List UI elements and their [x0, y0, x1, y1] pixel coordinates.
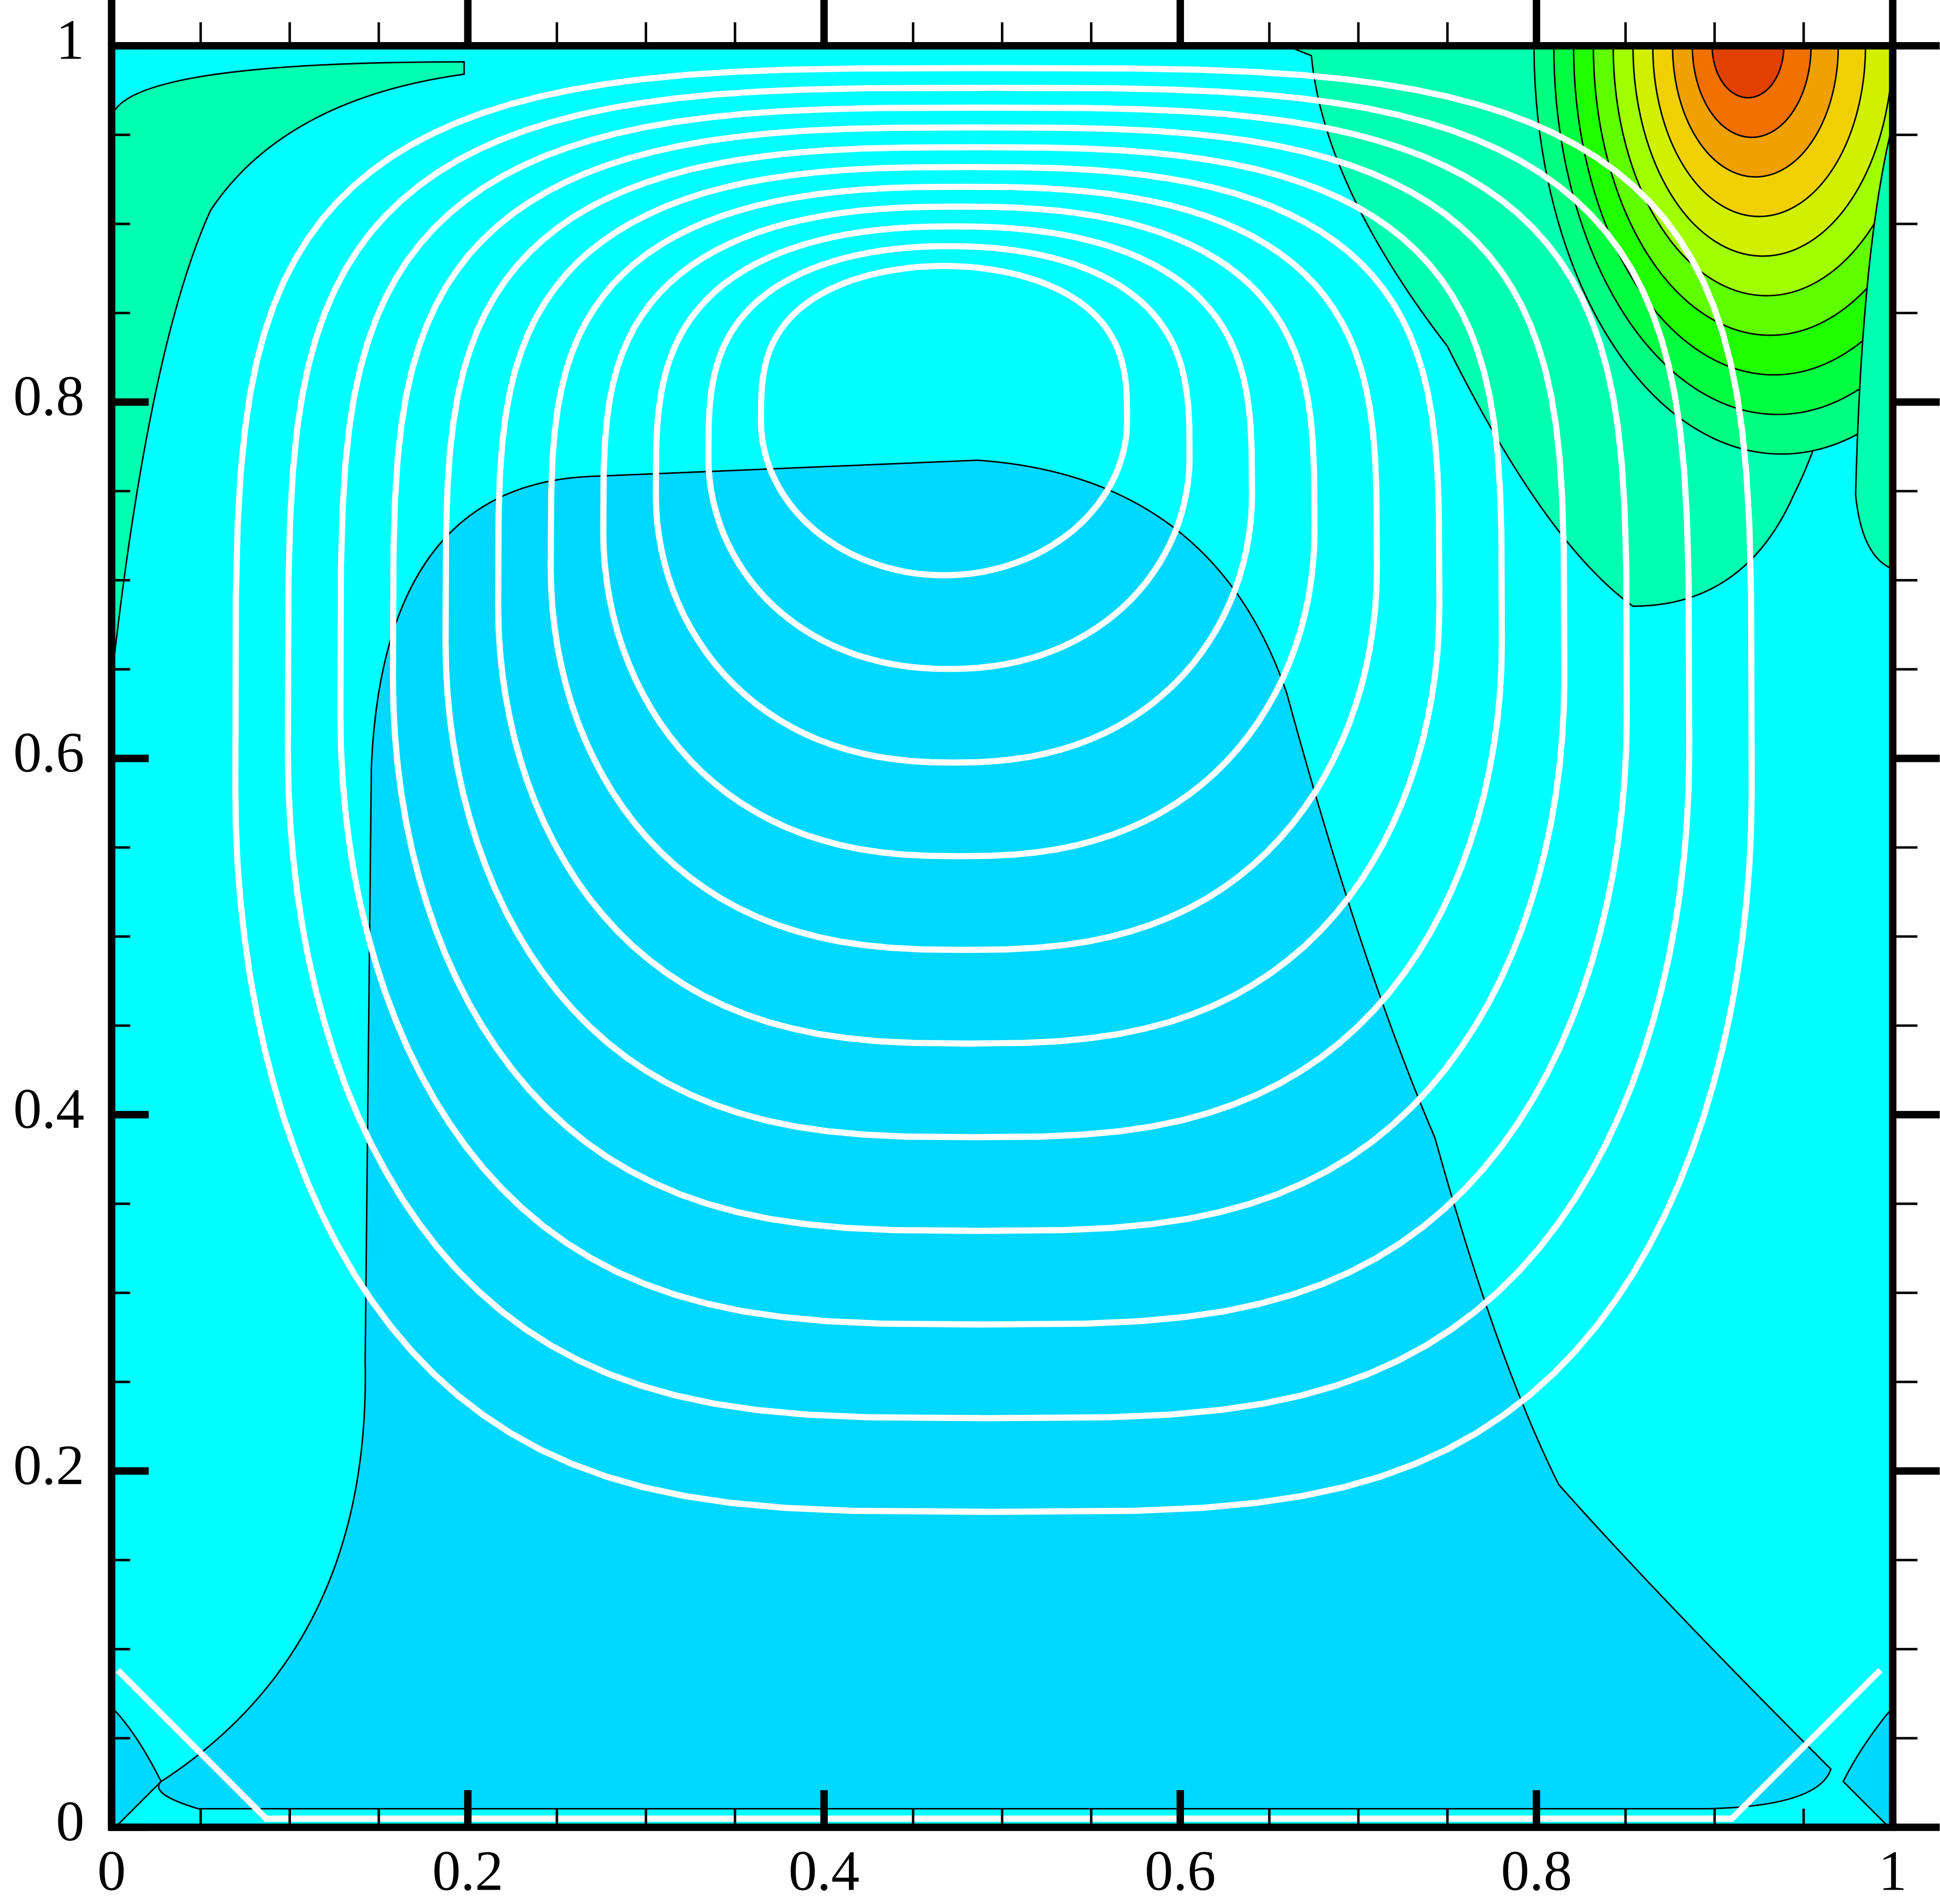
contour-field: [111, 46, 1893, 1828]
streamline: [337, 104, 1630, 1328]
streamline: [758, 263, 1131, 579]
streamline: [284, 85, 1693, 1421]
axes: 0 0.2 0.4 0.6 0.8 1 0 0.2 0.4 0.6 0.8 1: [13, 0, 1940, 1902]
x-tick-label: 0.6: [1144, 1839, 1216, 1902]
y-tick-label: 0.6: [13, 721, 85, 784]
y-tick-label: 0.2: [13, 1433, 85, 1496]
streamline: [442, 144, 1505, 1141]
contour-fill: [1855, 123, 1893, 570]
contour-core: [1533, 46, 1893, 455]
y-tick-label: 0: [56, 1790, 84, 1853]
contour-band: [1711, 46, 1785, 99]
streamline: [652, 223, 1255, 766]
y-tick-label: 0.4: [13, 1077, 85, 1140]
x-tick-label: 0.8: [1501, 1839, 1572, 1902]
contour-fill: [1842, 1706, 1893, 1826]
streamline: [600, 203, 1318, 859]
streamline: [547, 183, 1380, 953]
streamline: [232, 65, 1755, 1515]
streamline: [390, 124, 1568, 1234]
streamline: [705, 243, 1193, 672]
contour-fill: [111, 1706, 162, 1826]
x-tick-label: 0.4: [788, 1839, 860, 1902]
streamline: [495, 164, 1443, 1047]
y-tick-label: 1: [56, 8, 84, 71]
x-tick-label: 1: [1878, 1839, 1907, 1902]
contour-fill: [111, 61, 465, 681]
y-tick-label: 0.8: [13, 364, 85, 428]
x-tick-label: 0: [98, 1839, 126, 1902]
streamline: [115, 1668, 1883, 1822]
streamlines: [232, 65, 1755, 1515]
x-tick-label: 0.2: [432, 1839, 503, 1902]
